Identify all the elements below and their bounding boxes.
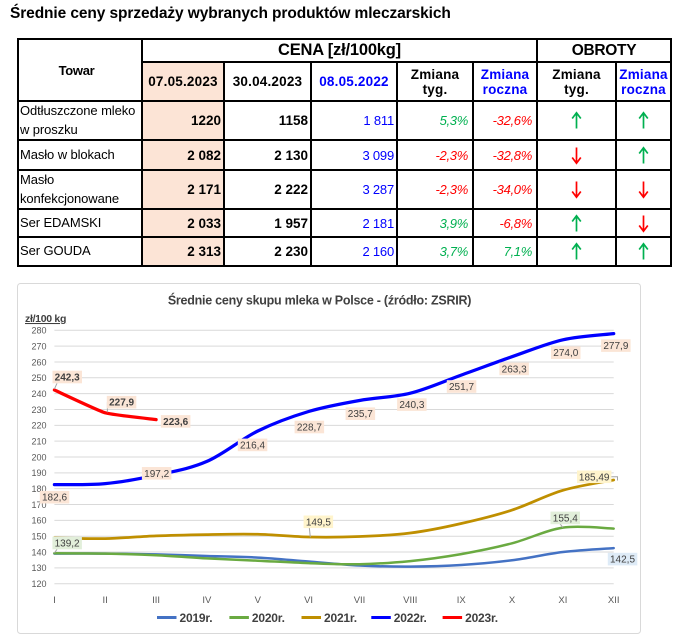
svg-text:III: III [152,595,160,606]
svg-text:277,9: 277,9 [603,341,628,352]
svg-text:IX: IX [457,595,467,606]
svg-text:II: II [103,595,108,606]
svg-text:VII: VII [354,595,366,606]
svg-text:120: 120 [31,579,46,589]
svg-text:182,6: 182,6 [42,493,67,504]
svg-text:190: 190 [31,468,46,478]
svg-text:250: 250 [31,373,46,383]
svg-text:274,0: 274,0 [553,348,578,359]
svg-text:197,2: 197,2 [144,469,169,480]
svg-text:180: 180 [31,484,46,494]
svg-text:210: 210 [31,437,46,447]
svg-text:251,7: 251,7 [449,382,474,393]
svg-text:280: 280 [31,326,46,336]
svg-text:IV: IV [202,595,212,606]
svg-text:VI: VI [304,595,313,606]
svg-text:160: 160 [31,516,46,526]
svg-text:149,5: 149,5 [306,517,331,528]
svg-text:2019r.: 2019r. [180,611,213,625]
svg-text:2023r.: 2023r. [465,611,498,625]
svg-text:2021r.: 2021r. [324,611,357,625]
svg-text:I: I [53,595,56,606]
svg-text:235,7: 235,7 [348,409,373,420]
svg-text:185,49: 185,49 [579,472,610,483]
svg-text:216,4: 216,4 [240,440,265,451]
svg-text:X: X [509,595,516,606]
svg-text:XI: XI [558,595,567,606]
svg-text:Średnie ceny skupu mleka w Pol: Średnie ceny skupu mleka w Polsce - (źró… [168,293,471,308]
svg-text:240,3: 240,3 [399,400,424,411]
svg-text:2020r.: 2020r. [252,611,285,625]
svg-text:130: 130 [31,563,46,573]
svg-text:XII: XII [608,595,620,606]
svg-text:zł/100 kg: zł/100 kg [25,313,66,325]
svg-text:155,4: 155,4 [553,513,578,524]
svg-text:230: 230 [31,405,46,415]
svg-text:139,2: 139,2 [55,539,80,550]
svg-text:200: 200 [31,452,46,462]
svg-text:V: V [255,595,262,606]
svg-text:140: 140 [31,547,46,557]
svg-text:142,5: 142,5 [610,555,635,566]
svg-text:VIII: VIII [403,595,417,606]
svg-text:227,9: 227,9 [109,398,134,409]
svg-text:240: 240 [31,389,46,399]
svg-text:150: 150 [31,532,46,542]
svg-text:170: 170 [31,500,46,510]
svg-text:2022r.: 2022r. [394,611,427,625]
svg-text:242,3: 242,3 [55,373,80,384]
svg-text:220: 220 [31,421,46,431]
svg-text:260: 260 [31,357,46,367]
svg-text:263,3: 263,3 [502,364,527,375]
svg-text:223,6: 223,6 [163,417,188,428]
svg-text:228,7: 228,7 [297,423,322,434]
svg-text:270: 270 [31,341,46,351]
